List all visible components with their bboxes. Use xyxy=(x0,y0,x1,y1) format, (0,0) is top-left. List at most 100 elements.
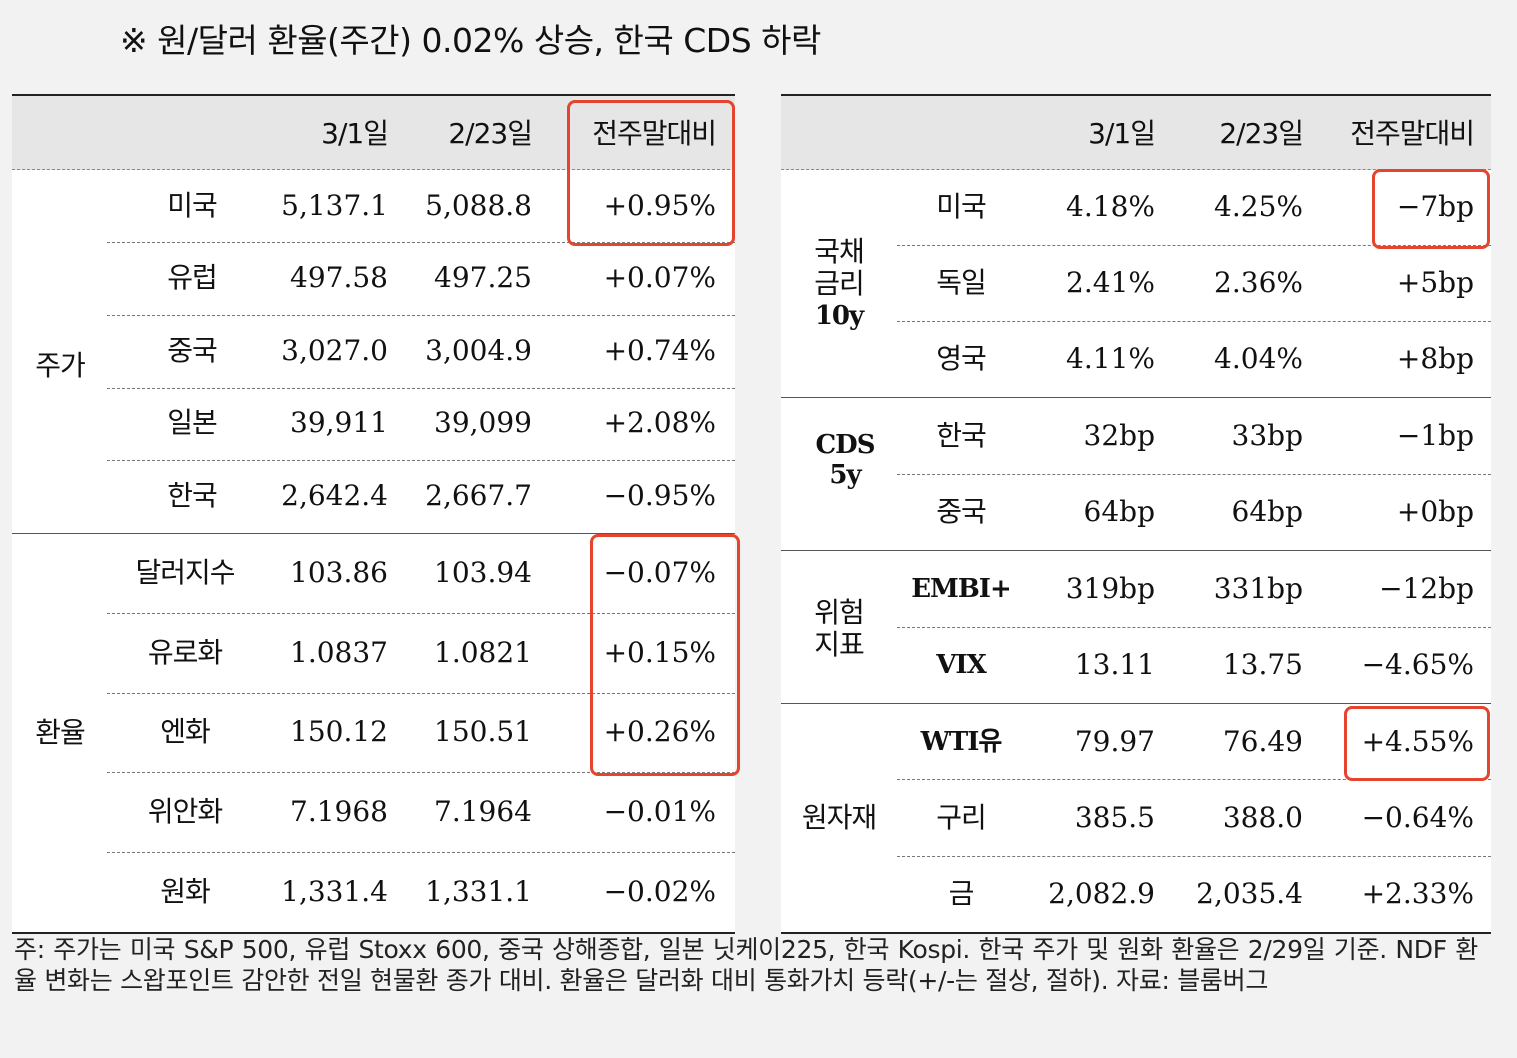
row-current: 32bp xyxy=(1083,419,1155,452)
row-previous: 64bp xyxy=(1231,495,1303,528)
right-header-change: 전주말대비 xyxy=(1350,117,1475,150)
left-table: 3/1일 2/23일 전주말대비 주가 환율 미국 5,137.1 5,088.… xyxy=(12,94,740,934)
row-change: +0.74% xyxy=(603,334,716,367)
row-name: VIX xyxy=(936,650,987,680)
row-name: 유럽 xyxy=(167,261,218,294)
row-previous: 2,035.4 xyxy=(1196,877,1303,910)
right-header-previous: 2/23일 xyxy=(1219,117,1304,150)
row-previous: 3,004.9 xyxy=(425,334,532,367)
row-name: 미국 xyxy=(167,189,218,222)
row-change: −0.95% xyxy=(603,479,716,512)
row-previous: 331bp xyxy=(1213,572,1303,605)
row-change: +0.26% xyxy=(603,715,716,748)
row-previous: 76.49 xyxy=(1222,725,1303,758)
row-current: 2,642.4 xyxy=(281,479,388,512)
row-name: EMBI+ xyxy=(911,574,1012,604)
group-label-line: 원자재 xyxy=(801,801,877,834)
row-previous: 33bp xyxy=(1231,419,1303,452)
row-current: 5,137.1 xyxy=(281,189,388,222)
footnote: 주: 주가는 미국 S&P 500, 유럽 Stoxx 600, 중국 상해종합… xyxy=(14,935,1478,995)
row-current: 2.41% xyxy=(1066,266,1155,299)
row-change: −0.01% xyxy=(603,795,716,828)
row-current: 4.18% xyxy=(1066,190,1155,223)
highlight-box-fx-changes xyxy=(590,534,740,776)
row-change: −4.65% xyxy=(1361,648,1474,681)
group-label-line: 금리 xyxy=(814,267,865,300)
row-name: 위안화 xyxy=(147,795,223,828)
row-previous: 7.1964 xyxy=(434,795,532,828)
highlight-box-wti-change xyxy=(1344,706,1490,781)
row-change: +5bp xyxy=(1396,266,1474,299)
right-table-header xyxy=(781,96,1491,170)
row-change: +0.15% xyxy=(603,636,716,669)
row-change: +2.33% xyxy=(1361,877,1474,910)
row-previous: 1.0821 xyxy=(434,636,532,669)
row-current: 7.1968 xyxy=(290,795,388,828)
row-change: −1bp xyxy=(1396,419,1474,452)
group-label-bond-yield: 국채 금리 10y xyxy=(795,236,883,332)
row-name: 중국 xyxy=(167,334,218,367)
row-change: −0.64% xyxy=(1361,801,1474,834)
row-change: +0bp xyxy=(1396,495,1474,528)
group-label-line: 5y xyxy=(829,460,861,490)
row-current: 1,331.4 xyxy=(281,875,388,908)
row-change: −12bp xyxy=(1379,572,1474,605)
row-name: 구리 xyxy=(936,801,987,834)
row-current: 13.11 xyxy=(1074,648,1155,681)
right-table: 3/1일 2/23일 전주말대비 국채 금리 10y CDS 5y 위험 지표 … xyxy=(781,94,1491,934)
row-change: +0.07% xyxy=(603,261,716,294)
row-change: +4.55% xyxy=(1361,725,1474,758)
highlight-box-us-yield-change xyxy=(1372,169,1490,249)
row-name: 영국 xyxy=(936,342,987,375)
row-current: 64bp xyxy=(1083,495,1155,528)
group-label-fx: 환율 xyxy=(35,716,86,749)
row-current: 385.5 xyxy=(1074,801,1155,834)
row-previous: 13.75 xyxy=(1222,648,1303,681)
row-previous: 388.0 xyxy=(1222,801,1303,834)
row-previous: 150.51 xyxy=(434,715,532,748)
highlight-box-change-header-us xyxy=(567,100,735,246)
row-name: 유로화 xyxy=(147,636,223,669)
row-current: 79.97 xyxy=(1074,725,1155,758)
headline: ※ 원/달러 환율(주간) 0.02% 상승, 한국 CDS 하락 xyxy=(120,21,821,60)
row-current: 497.58 xyxy=(290,261,388,294)
row-previous: 4.25% xyxy=(1214,190,1303,223)
row-previous: 39,099 xyxy=(434,406,532,439)
row-name: 달러지수 xyxy=(135,556,235,589)
group-label-commodities: 원자재 xyxy=(787,802,891,834)
row-name: 미국 xyxy=(936,190,987,223)
group-label-line: 10y xyxy=(814,301,864,331)
left-header-change: 전주말대비 xyxy=(592,117,717,150)
row-name: WTI유 xyxy=(920,727,1003,757)
row-name: 한국 xyxy=(167,479,218,512)
row-change: −0.02% xyxy=(603,875,716,908)
group-label-line: CDS xyxy=(815,430,875,460)
row-current: 319bp xyxy=(1065,572,1155,605)
row-name: 한국 xyxy=(936,419,987,452)
row-name: 독일 xyxy=(936,266,987,299)
row-name: 일본 xyxy=(167,406,218,439)
row-current: 3,027.0 xyxy=(281,334,388,367)
row-previous: 5,088.8 xyxy=(425,189,532,222)
row-previous: 2.36% xyxy=(1214,266,1303,299)
row-change: −0.07% xyxy=(603,556,716,589)
group-label-risk: 위험 지표 xyxy=(795,597,883,661)
row-name: 원화 xyxy=(160,875,211,908)
row-name: 금 xyxy=(948,877,975,910)
row-previous: 1,331.1 xyxy=(425,875,532,908)
row-change: +2.08% xyxy=(603,406,716,439)
group-label-stocks: 주가 xyxy=(35,349,86,382)
left-table-header xyxy=(12,96,735,170)
row-name: 엔화 xyxy=(160,715,211,748)
row-previous: 4.04% xyxy=(1214,342,1303,375)
row-change: −7bp xyxy=(1396,190,1474,223)
group-label-line: 위험 xyxy=(814,596,865,629)
row-name: 중국 xyxy=(936,495,987,528)
row-current: 39,911 xyxy=(290,406,388,439)
group-label-line: 국채 xyxy=(814,235,865,268)
left-header-current: 3/1일 xyxy=(321,117,389,150)
left-header-previous: 2/23일 xyxy=(448,117,533,150)
right-header-current: 3/1일 xyxy=(1088,117,1156,150)
row-previous: 2,667.7 xyxy=(425,479,532,512)
row-current: 103.86 xyxy=(290,556,388,589)
